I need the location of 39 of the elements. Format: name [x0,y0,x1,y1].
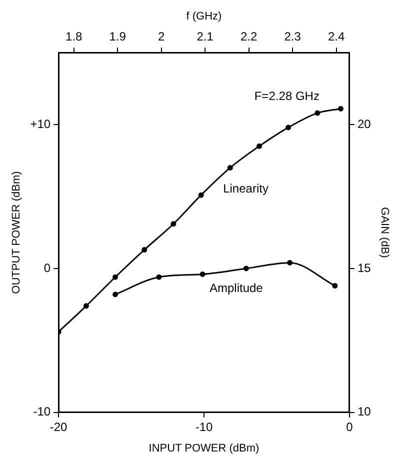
series-label: Linearity [223,181,268,196]
x2-tick-label: 2.3 [284,30,302,44]
point [112,292,118,298]
x2-axis-title: f (GHz) [186,10,222,23]
series-label: Amplitude [209,280,264,295]
point [256,143,262,149]
x-tick-label: -10 [195,420,213,434]
x2-tick-label: 1.9 [109,30,126,44]
x2-tick-label: 2.2 [240,30,258,44]
y2-tick-label: 15 [357,260,372,275]
point [198,192,204,198]
point [200,271,206,277]
y-tick-label: 0 [44,260,51,275]
point [227,164,233,170]
annotation: F=2.28 GHz [254,88,320,103]
point [112,274,118,280]
point [332,283,338,288]
x2-tick-label: 2.4 [328,30,345,44]
x2-tick-label: 2 [158,30,166,44]
y2-axis-title: GAIN (dB) [378,207,390,258]
point [314,110,320,116]
x2-tick-label: 1.8 [66,30,83,44]
y-axis-title: OUTPUT POWER (dBm) [10,171,23,294]
point [286,124,292,130]
x-axis-title: INPUT POWER (dBm) [148,442,260,454]
x-tick-label: -20 [50,420,68,434]
point [287,260,293,266]
y-tick-label: -10 [33,404,51,419]
x-tick-label: 0 [346,420,354,434]
y2-tick-label: 10 [357,404,372,419]
point [142,247,148,253]
x2-tick-label: 2.1 [196,30,214,44]
point [338,106,344,112]
point [156,274,162,280]
y2-tick-label: 20 [357,116,372,131]
y-tick-label: +10 [30,116,51,131]
point [243,266,249,272]
point [170,221,176,227]
point [83,303,89,309]
